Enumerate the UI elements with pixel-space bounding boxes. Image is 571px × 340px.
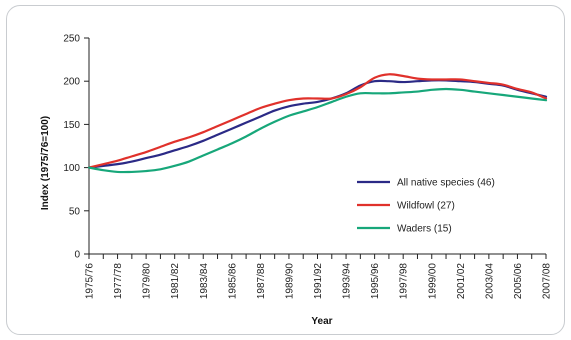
x-tick-label: 1987/88 (256, 263, 267, 300)
legend-label-2: Waders (15) (397, 224, 452, 235)
x-tick-label: 2007/08 (542, 263, 553, 300)
x-tick-label: 1999/00 (427, 263, 438, 300)
y-tick-label: 0 (74, 250, 80, 261)
y-tick-label: 50 (69, 206, 81, 217)
x-tick-label: 1981/82 (170, 263, 181, 300)
x-tick-label: 1997/98 (399, 263, 410, 300)
x-tick-label: 1989/90 (284, 263, 295, 300)
series-line-1 (87, 73, 548, 169)
y-tick-label: 250 (63, 34, 80, 45)
y-tick-label: 200 (63, 77, 80, 88)
x-tick-label: 1983/84 (199, 263, 210, 300)
x-tick-label: 1979/80 (142, 263, 153, 300)
x-tick-label: 2001/02 (456, 263, 467, 300)
x-tick-label: 1993/94 (342, 263, 353, 300)
y-axis-title: Index (1975/76=100) (40, 116, 51, 210)
x-tick-label: 2003/04 (484, 263, 495, 300)
x-tick-label: 2005/06 (513, 263, 524, 300)
x-axis-title: Year (311, 316, 332, 327)
x-tick-label: 1985/86 (227, 263, 238, 300)
x-tick-label: 1995/96 (370, 263, 381, 300)
x-tick-label: 1991/92 (313, 263, 324, 300)
y-tick-label: 100 (63, 163, 80, 174)
x-tick-label: 1977/78 (113, 263, 124, 300)
legend-label-0: All native species (46) (397, 178, 495, 189)
series-line-2 (87, 87, 548, 174)
legend-label-1: Wildfowl (27) (397, 201, 455, 212)
y-tick-label: 150 (63, 120, 80, 131)
x-tick-label: 1975/76 (85, 263, 96, 300)
series-line-0 (87, 79, 548, 169)
